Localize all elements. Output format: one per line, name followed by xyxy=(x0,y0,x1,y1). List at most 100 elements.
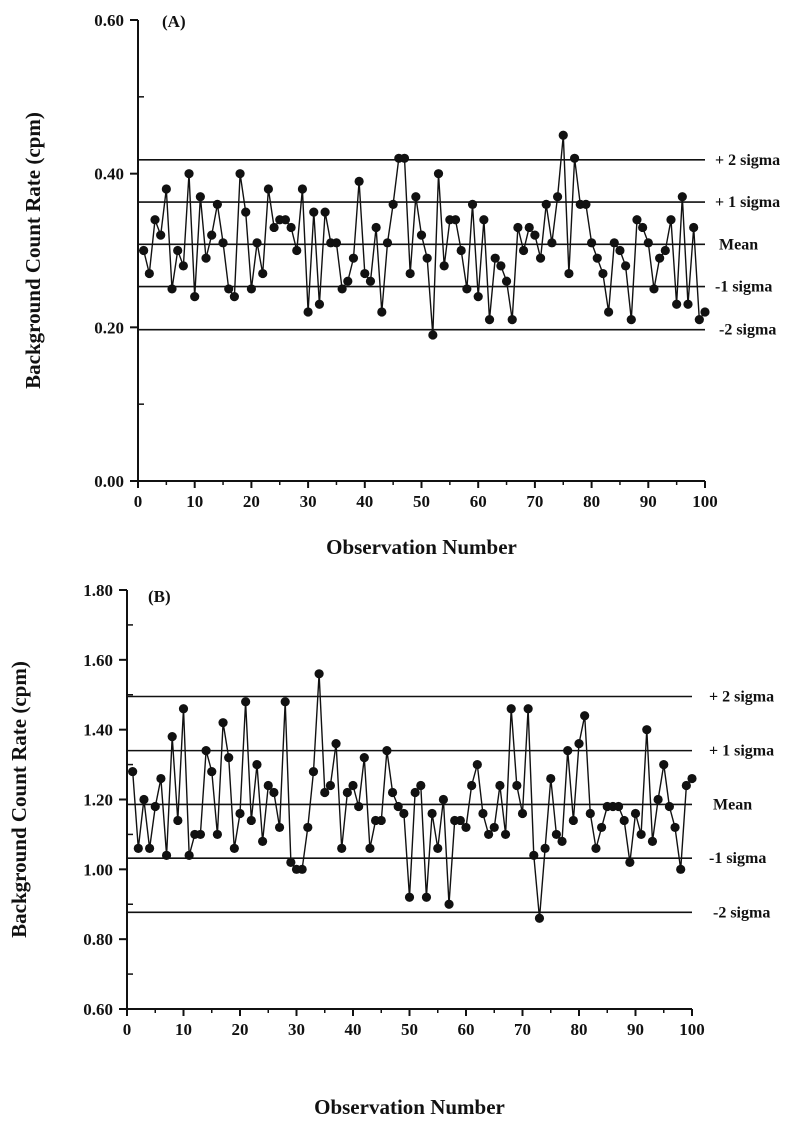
data-point xyxy=(653,794,663,805)
data-point xyxy=(467,199,478,209)
data-point xyxy=(263,184,274,194)
data-point xyxy=(150,215,160,225)
data-point xyxy=(501,276,512,286)
data-point xyxy=(484,315,495,325)
data-point xyxy=(139,245,149,256)
data-point xyxy=(360,268,370,279)
data-point xyxy=(286,222,296,233)
data-point xyxy=(246,284,256,294)
data-point xyxy=(405,268,415,279)
data-point xyxy=(655,253,665,263)
data-point xyxy=(173,245,183,256)
data-point xyxy=(700,307,710,317)
x-tick-label: 10 xyxy=(175,1020,192,1039)
y-tick-label: 0.60 xyxy=(94,11,124,30)
data-point xyxy=(314,669,324,679)
data-point xyxy=(144,268,154,279)
data-point xyxy=(558,130,568,140)
x-tick-label: 0 xyxy=(134,492,143,511)
data-point xyxy=(636,829,646,840)
data-point xyxy=(303,307,313,317)
data-point xyxy=(547,238,557,248)
data-point xyxy=(337,843,347,853)
x-tick-label: 20 xyxy=(232,1020,249,1039)
data-point xyxy=(529,850,539,860)
data-point xyxy=(585,808,595,819)
data-point xyxy=(184,850,194,860)
data-point xyxy=(167,284,177,294)
data-point xyxy=(551,829,562,840)
reference-line-label: + 1 sigma xyxy=(715,194,780,211)
data-point xyxy=(156,773,166,784)
x-tick-label: 20 xyxy=(243,492,260,511)
data-point xyxy=(218,718,228,728)
x-tick-label: 30 xyxy=(288,1020,305,1039)
data-point xyxy=(580,711,590,721)
data-point xyxy=(309,207,319,217)
data-point xyxy=(512,780,522,791)
data-point xyxy=(427,808,437,819)
reference-line-label: -2 sigma xyxy=(713,904,770,921)
data-point xyxy=(280,215,291,225)
data-point xyxy=(354,176,364,186)
data-point xyxy=(581,199,591,209)
data-point xyxy=(399,808,409,819)
data-point xyxy=(535,253,546,263)
y-tick-label: 0.60 xyxy=(83,1000,113,1019)
data-point xyxy=(190,292,200,302)
data-point xyxy=(314,299,325,309)
data-point xyxy=(683,299,693,309)
data-point xyxy=(677,192,687,202)
data-point xyxy=(365,276,376,286)
data-point xyxy=(694,315,704,325)
data-point xyxy=(626,315,636,325)
data-point xyxy=(246,815,256,826)
data-point xyxy=(444,899,454,909)
data-point xyxy=(461,822,471,833)
data-point xyxy=(540,843,550,853)
data-point xyxy=(274,822,285,833)
y-tick-label: 1.60 xyxy=(83,651,113,670)
data-point xyxy=(422,253,432,263)
data-point xyxy=(659,759,669,770)
data-point xyxy=(161,184,171,194)
data-point xyxy=(218,238,228,248)
data-point xyxy=(552,192,563,202)
data-point xyxy=(365,843,375,853)
data-point xyxy=(421,892,432,902)
data-point xyxy=(178,704,189,714)
data-point xyxy=(681,780,691,791)
data-point xyxy=(484,829,494,840)
data-point xyxy=(297,184,308,194)
y-tick-label: 0.40 xyxy=(94,165,124,184)
data-point xyxy=(506,704,516,714)
data-point xyxy=(478,808,488,819)
x-tick-label: 80 xyxy=(571,1020,588,1039)
data-point xyxy=(382,238,393,248)
data-point xyxy=(235,169,245,179)
data-point xyxy=(212,829,222,840)
reference-line-label: -2 sigma xyxy=(719,322,776,339)
data-point xyxy=(625,857,635,867)
data-point xyxy=(672,299,682,309)
x-tick-label: 60 xyxy=(470,492,487,511)
data-point xyxy=(331,739,341,749)
x-tick-label: 0 xyxy=(123,1020,132,1039)
data-point xyxy=(456,245,466,256)
data-point xyxy=(433,843,443,853)
data-point xyxy=(473,292,483,302)
data-point xyxy=(649,284,659,294)
data-point xyxy=(393,801,403,812)
y-tick-label: 1.80 xyxy=(83,581,113,600)
data-point xyxy=(489,822,499,833)
reference-line-label: Mean xyxy=(719,236,758,253)
data-point xyxy=(241,697,251,707)
data-point xyxy=(643,238,653,248)
data-point xyxy=(534,913,545,923)
data-point xyxy=(150,801,160,812)
data-point xyxy=(145,843,155,853)
y-tick-label: 1.00 xyxy=(83,860,113,879)
data-point xyxy=(303,822,313,833)
x-tick-label: 100 xyxy=(679,1020,705,1039)
